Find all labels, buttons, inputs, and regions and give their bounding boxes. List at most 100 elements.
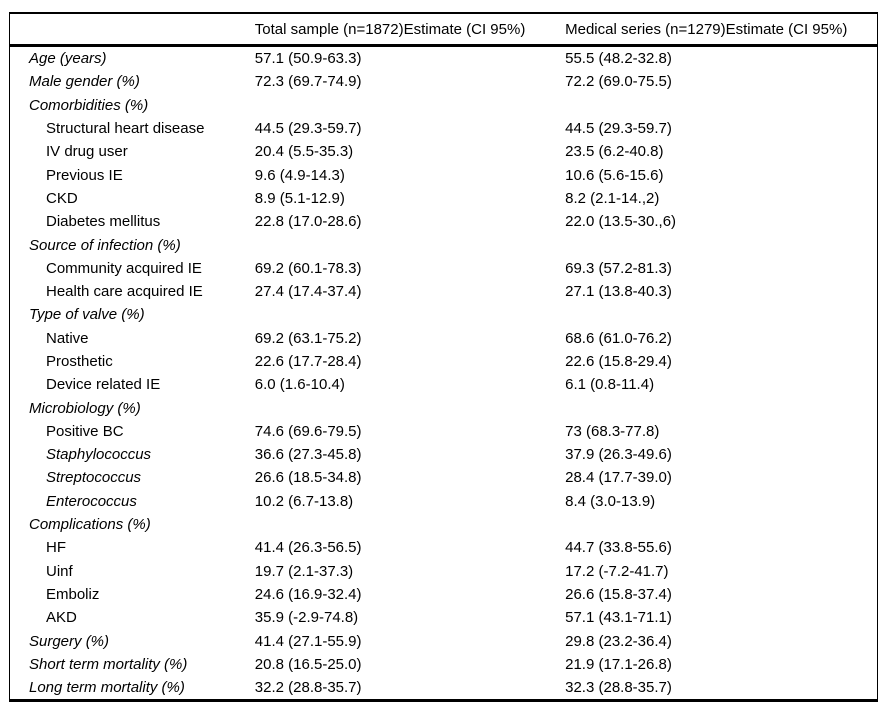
total-sample-value [255,513,565,536]
row-label: Streptococcus [46,469,142,487]
table-row: Device related IE 6.0 (1.6-10.4) 6.1 (0.8-… [10,373,878,396]
row-label: Device related IE [46,376,161,394]
medical-series-value: 17.2 (-7.2-41.7) [565,562,669,580]
table-row: Staphylococcus 36.6 (27.3-45.8) 37.9 (26.3… [10,443,878,466]
total-sample-value: 19.7 (2.1-37.3) [254,562,354,580]
total-sample-value: 74.6 (69.6-79.5) [254,422,362,440]
table-row: HF 41.4 (26.3-56.5) 44.7 (33.8-55.6) [10,536,878,559]
row-label: Positive BC [46,422,124,440]
table-row: Prosthetic 22.6 (17.7-28.4) 22.6 (15.8-29.… [10,350,878,373]
medical-series-value: 29.8 (23.2-36.4) [565,632,672,650]
row-label: Short term mortality (%) [29,655,188,673]
row-label: HF [46,539,66,557]
row-label: Long term mortality (%) [29,679,185,697]
table-row: Comorbidities (%) [10,94,878,117]
total-sample-value: 26.6 (18.5-34.8) [254,469,362,487]
total-sample-value: 8.9 (5.1-12.9) [254,189,345,207]
medical-series-value: 28.4 (17.7-39.0) [565,469,672,487]
row-label: Structural heart disease [46,120,205,138]
row-label: CKD [46,189,78,207]
medical-series-value: 21.9 (17.1-26.8) [565,655,672,673]
row-label: Community acquired IE [46,259,202,277]
row-label: Male gender (%) [29,73,140,91]
medical-series-value [565,396,877,419]
header-medical-series: Medical series (n=1279)Estimate (CI 95%) [565,13,878,47]
total-sample-value: 10.2 (6.7-13.8) [254,492,354,510]
medical-series-value: 72.2 (69.0-75.5) [565,73,672,91]
total-sample-value: 9.6 (4.9-14.3) [254,166,345,184]
total-sample-value: 27.4 (17.4-37.4) [254,283,362,301]
table-row: Male gender (%) 72.3 (69.7-74.9) 72.2 (69.… [10,70,878,93]
medical-series-value: 57.1 (43.1-71.1) [565,609,672,627]
row-label: Prosthetic [46,353,113,370]
medical-series-value: 55.5 (48.2-32.8) [565,50,672,68]
row-label: Health care acquired IE [46,283,203,301]
total-sample-value [255,303,565,326]
medical-series-value: 69.3 (57.2-81.3) [565,259,672,277]
medical-series-value: 6.1 (0.8-11.4) [565,376,655,394]
table-row: Source of infection (%) [10,233,878,256]
medical-series-value: 44.7 (33.8-55.6) [565,539,672,557]
row-label: Uinf [46,562,73,580]
row-label: IV drug user [46,143,128,161]
total-sample-value: 44.5 (29.3-59.7) [254,120,362,138]
medical-series-value: 10.6 (5.6-15.6) [565,166,664,184]
table-row: Native 69.2 (63.1-75.2) 68.6 (61.0-76.2) [10,327,878,350]
total-sample-value: 20.4 (5.5-35.3) [254,143,354,161]
row-label: Type of valve (%) [29,306,145,324]
total-sample-value: 32.2 (28.8-35.7) [254,679,362,697]
medical-series-value [565,303,877,326]
medical-series-value [565,233,877,256]
summary-table: Total sample (n=1872)Estimate (CI 95%) M… [9,12,878,703]
medical-series-value [565,94,877,117]
table-row: Structural heart disease 44.5 (29.3-59.7)… [10,117,878,140]
total-sample-value: 22.6 (17.7-28.4) [254,353,362,370]
medical-series-value: 8.4 (3.0-13.9) [565,492,656,510]
table-row: AKD 35.9 (-2.9-74.8) 57.1 (43.1-71.1) [10,606,878,629]
medical-series-value: 44.5 (29.3-59.7) [565,120,672,138]
medical-series-value [565,513,877,536]
total-sample-value: 41.4 (26.3-56.5) [254,539,362,557]
row-label: AKD [46,609,77,627]
row-label: Complications (%) [29,516,151,534]
medical-series-value: 73 (68.3-77.8) [565,422,660,440]
medical-series-value: 68.6 (61.0-76.2) [565,329,672,347]
row-label: Previous IE [46,166,123,184]
total-sample-value: 36.6 (27.3-45.8) [254,446,362,464]
table-row: Positive BC 74.6 (69.6-79.5) 73 (68.3-77.8… [10,420,878,443]
medical-series-value: 27.1 (13.8-40.3) [565,283,672,301]
medical-series-value: 26.6 (15.8-37.4) [565,585,672,603]
medical-series-value: 8.2 (2.1-14.,2) [565,189,660,207]
total-sample-value: 69.2 (63.1-75.2) [254,329,362,347]
total-sample-value: 6.0 (1.6-10.4) [254,376,345,394]
total-sample-value: 20.8 (16.5-25.0) [254,655,362,673]
table-row: Community acquired IE 69.2 (60.1-78.3) 69.… [10,257,878,280]
table-row: Complications (%) [10,513,878,536]
total-sample-value: 41.4 (27.1-55.9) [254,632,362,650]
total-sample-value: 69.2 (60.1-78.3) [254,259,362,277]
total-sample-value: 35.9 (-2.9-74.8) [254,609,359,627]
table-row: Diabetes mellitus 22.8 (17.0-28.6) 22.0 (1… [10,210,878,233]
table-body: Age (years) 57.1 (50.9-63.3) 55.5 (48.2-32… [10,46,878,701]
total-sample-value: 57.1 (50.9-63.3) [254,50,362,68]
table-row: Short term mortality (%) 20.8 (16.5-25.0)… [10,653,878,676]
total-sample-value [255,233,565,256]
total-sample-value [255,396,565,419]
header-total-sample: Total sample (n=1872)Estimate (CI 95%) [254,13,566,47]
medical-series-value: 32.3 (28.8-35.7) [565,679,672,697]
table-row: Enterococcus 10.2 (6.7-13.8) 8.4 (3.0-13.9… [10,490,878,513]
row-label: Source of infection (%) [29,236,181,254]
header-row: Total sample (n=1872)Estimate (CI 95%) M… [9,13,878,47]
row-label: Emboliz [46,585,100,603]
total-sample-value [255,94,565,117]
medical-series-value: 23.5 (6.2-40.8) [565,143,664,161]
table-row: Long term mortality (%) 32.2 (28.8-35.7) 3… [10,676,878,701]
table-row: Emboliz 24.6 (16.9-32.4) 26.6 (15.8-37.4) [10,583,878,606]
row-label: Microbiology (%) [29,399,141,417]
row-label: Enterococcus [46,492,137,510]
table-row: Type of valve (%) [10,303,878,326]
row-label: Native [46,329,89,347]
table-row: Streptococcus 26.6 (18.5-34.8) 28.4 (17.7-… [10,466,878,489]
medical-series-value: 37.9 (26.3-49.6) [565,446,672,464]
total-sample-value: 24.6 (16.9-32.4) [254,585,362,603]
